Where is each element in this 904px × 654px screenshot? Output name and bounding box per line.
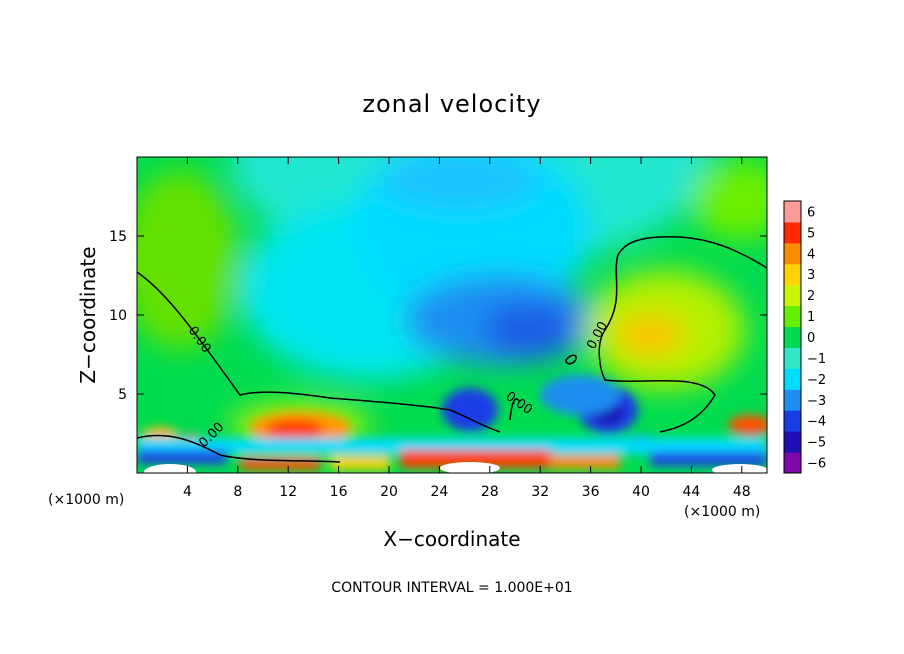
colorbar-swatch	[784, 368, 801, 390]
x-tick-label: 44	[682, 484, 700, 500]
y-tick-label: 10	[109, 308, 127, 324]
colorbar-swatch	[784, 347, 801, 369]
colorbar-label: 6	[807, 205, 815, 220]
zero-contour	[565, 354, 577, 365]
colorbar-label: −4	[807, 415, 826, 430]
colorbar-swatch	[784, 305, 801, 328]
colorbar-label: −2	[807, 373, 826, 388]
velocity-field: 0.00 0.00 0.00 0.00	[137, 157, 767, 473]
chart-title: zonal velocity	[362, 90, 541, 118]
colorbar-swatch	[784, 452, 801, 474]
zero-contour	[509, 398, 521, 421]
colorbar-swatch	[784, 410, 801, 432]
x-tick-label: 32	[531, 484, 549, 500]
colorbar: −6 −5 −4 −3 −2 −1 0 1 2 3 4 5 6	[783, 200, 826, 474]
x-tick-label: 12	[279, 484, 297, 500]
colorbar-label: 1	[807, 310, 815, 325]
x-tick-label: 24	[430, 484, 448, 500]
y-tick-label: 15	[109, 229, 127, 245]
colorbar-frame	[783, 200, 802, 474]
x-tick-label: 28	[481, 484, 499, 500]
x-axis-label: X−coordinate	[383, 527, 520, 551]
x-tick-label: 40	[632, 484, 650, 500]
field-undefined-region	[440, 462, 500, 473]
colorbar-swatch	[784, 201, 801, 223]
zero-contour	[137, 434, 341, 463]
y-tick-label: 5	[118, 387, 127, 403]
colorbar-label: 3	[807, 268, 815, 283]
colorbar-swatch	[784, 326, 801, 348]
colorbar-label: −1	[807, 352, 826, 367]
x-tick-label: 20	[380, 484, 398, 500]
colorbar-swatch	[784, 431, 801, 453]
colorbar-label: 4	[807, 247, 815, 262]
field-undefined-region	[712, 464, 767, 473]
contour-interval-note: CONTOUR INTERVAL = 1.000E+01	[331, 580, 572, 596]
zero-contour	[598, 236, 767, 433]
y-axis-label: Z−coordinate	[76, 246, 100, 383]
x-unit-left: (×1000 m)	[48, 492, 124, 508]
colorbar-swatch	[784, 389, 801, 411]
y-axis-ticks: 5 10 15	[109, 229, 767, 403]
zero-contour	[137, 271, 501, 433]
colorbar-label: −3	[807, 394, 826, 409]
colorbar-swatch	[784, 242, 801, 265]
x-tick-label: 48	[733, 484, 751, 500]
colorbar-label: 5	[807, 226, 815, 241]
colorbar-swatch	[784, 284, 801, 307]
colorbar-label: −5	[807, 436, 826, 451]
x-tick-label: 36	[582, 484, 600, 500]
colorbar-swatch	[784, 263, 801, 286]
x-tick-label: 4	[183, 484, 192, 500]
colorbar-label: 2	[807, 289, 815, 304]
colorbar-label: 0	[807, 331, 815, 346]
x-axis-ticks: 4 8 12 16 20 24 28 32 36 40 44 48	[183, 157, 751, 500]
colorbar-label: −6	[807, 457, 826, 472]
colorbar-swatch	[784, 221, 801, 244]
field-undefined-region	[144, 464, 196, 473]
x-unit-right: (×1000 m)	[684, 504, 760, 520]
x-tick-label: 8	[233, 484, 242, 500]
x-tick-label: 16	[330, 484, 348, 500]
